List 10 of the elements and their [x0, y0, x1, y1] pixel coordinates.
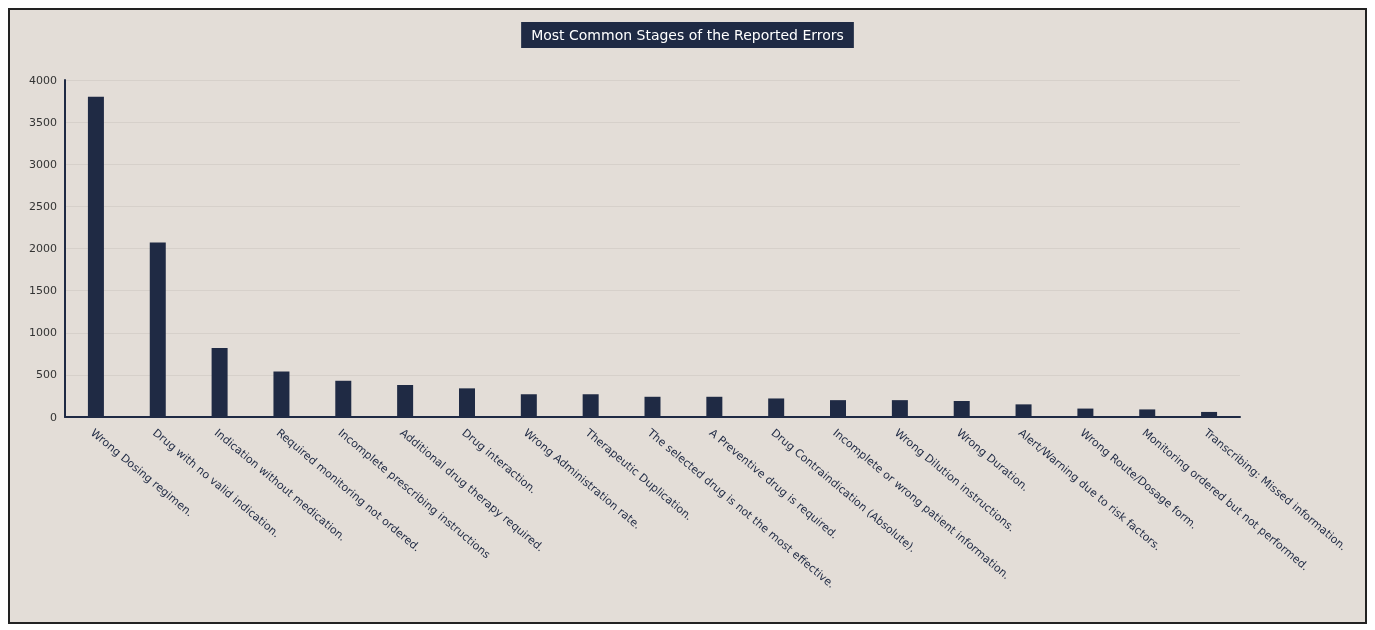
y-tick-label: 500: [36, 368, 57, 382]
y-tick-label: 2500: [29, 199, 57, 213]
y-tick-label: 4000: [29, 73, 57, 87]
y-tick-label: 2000: [29, 242, 57, 255]
y-tick-label: 0: [50, 410, 57, 424]
y-tick-label: 3000: [29, 157, 57, 171]
chart-title: Most Common Stages of the Reported Errors: [531, 27, 844, 43]
y-tick-label: 1500: [29, 284, 57, 298]
y-tick-label: 1000: [29, 326, 57, 340]
y-tick-label: 3500: [29, 115, 57, 129]
